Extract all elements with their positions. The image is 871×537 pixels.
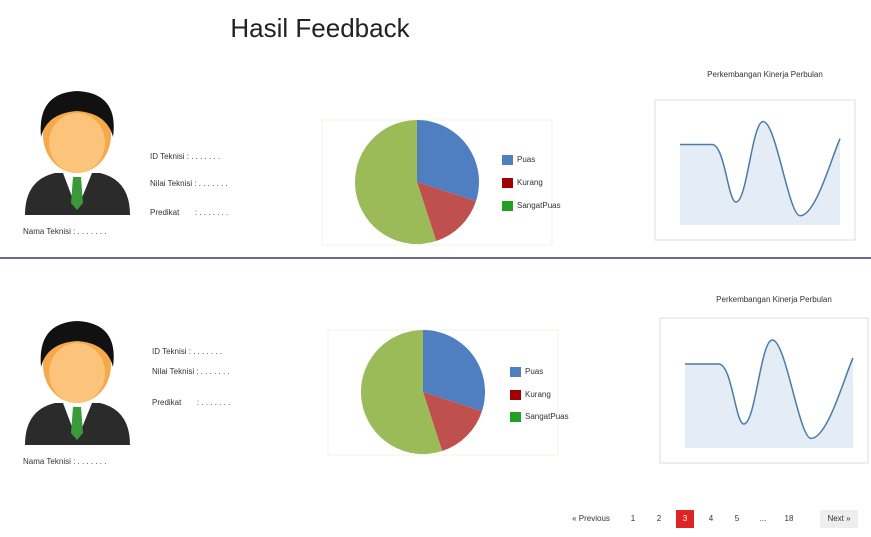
avatar bbox=[25, 321, 130, 445]
pie-slice bbox=[354, 120, 437, 245]
page-label[interactable]: 2 bbox=[657, 514, 662, 523]
field: ID Teknisi : . . . . . . . bbox=[152, 347, 222, 356]
page-button[interactable] bbox=[780, 510, 798, 528]
legend-label: Puas bbox=[525, 367, 543, 376]
page-button[interactable] bbox=[624, 510, 642, 528]
line-area bbox=[680, 121, 840, 225]
pie-slice bbox=[361, 330, 443, 454]
legend-label: SangatPuas bbox=[517, 201, 561, 210]
page-label[interactable]: 5 bbox=[735, 514, 740, 523]
page-button[interactable] bbox=[754, 510, 772, 528]
page-button[interactable] bbox=[702, 510, 720, 528]
page-label[interactable]: 1 bbox=[631, 514, 636, 523]
legend-swatch bbox=[510, 367, 521, 377]
pie-panel bbox=[327, 329, 559, 456]
field: Predikat : . . . . . . . bbox=[152, 398, 230, 407]
page-label[interactable]: 18 bbox=[785, 514, 794, 523]
legend-swatch bbox=[502, 201, 513, 211]
legend-label: Kurang bbox=[525, 390, 551, 399]
page-label[interactable]: 3 bbox=[683, 514, 688, 523]
page-button-active[interactable] bbox=[676, 510, 694, 528]
legend-label: Kurang bbox=[517, 178, 543, 187]
page-label[interactable]: Next » bbox=[827, 514, 851, 523]
line-area bbox=[685, 340, 853, 448]
legend-swatch bbox=[502, 178, 513, 188]
page-button[interactable] bbox=[650, 510, 668, 528]
field: Nilai Teknisi : . . . . . . . bbox=[150, 179, 228, 188]
field: Predikat : . . . . . . . bbox=[150, 208, 228, 217]
avatar bbox=[25, 91, 130, 215]
pie-slice bbox=[423, 330, 486, 412]
line-trend bbox=[680, 120, 841, 217]
legend-label: SangatPuas bbox=[525, 412, 569, 421]
page-button[interactable] bbox=[820, 510, 858, 528]
page-label[interactable]: 4 bbox=[709, 514, 714, 523]
technician-name: Nama Teknisi : . . . . . . . bbox=[23, 457, 106, 466]
line-chart-title: Perkembangan Kinerja Perbulan bbox=[707, 70, 823, 79]
legend-swatch bbox=[502, 155, 513, 165]
page-label[interactable]: « Previous bbox=[572, 514, 610, 523]
technician-name: Nama Teknisi : . . . . . . . bbox=[23, 227, 106, 236]
page-label[interactable]: ... bbox=[760, 514, 767, 523]
pie-slice bbox=[417, 120, 479, 202]
field: Nilai Teknisi : . . . . . . . bbox=[152, 367, 230, 376]
pie-slice bbox=[423, 392, 482, 451]
legend-swatch bbox=[510, 412, 521, 422]
page-title: Hasil Feedback bbox=[230, 13, 410, 43]
line-trend bbox=[685, 339, 854, 440]
page-button[interactable] bbox=[728, 510, 746, 528]
pie-panel bbox=[321, 119, 553, 246]
legend-label: Puas bbox=[517, 155, 535, 164]
pie-slice bbox=[417, 182, 476, 241]
field: ID Teknisi : . . . . . . . bbox=[150, 152, 220, 161]
page-button[interactable] bbox=[566, 510, 616, 528]
line-chart-title: Perkembangan Kinerja Perbulan bbox=[716, 295, 832, 304]
legend-swatch bbox=[510, 390, 521, 400]
